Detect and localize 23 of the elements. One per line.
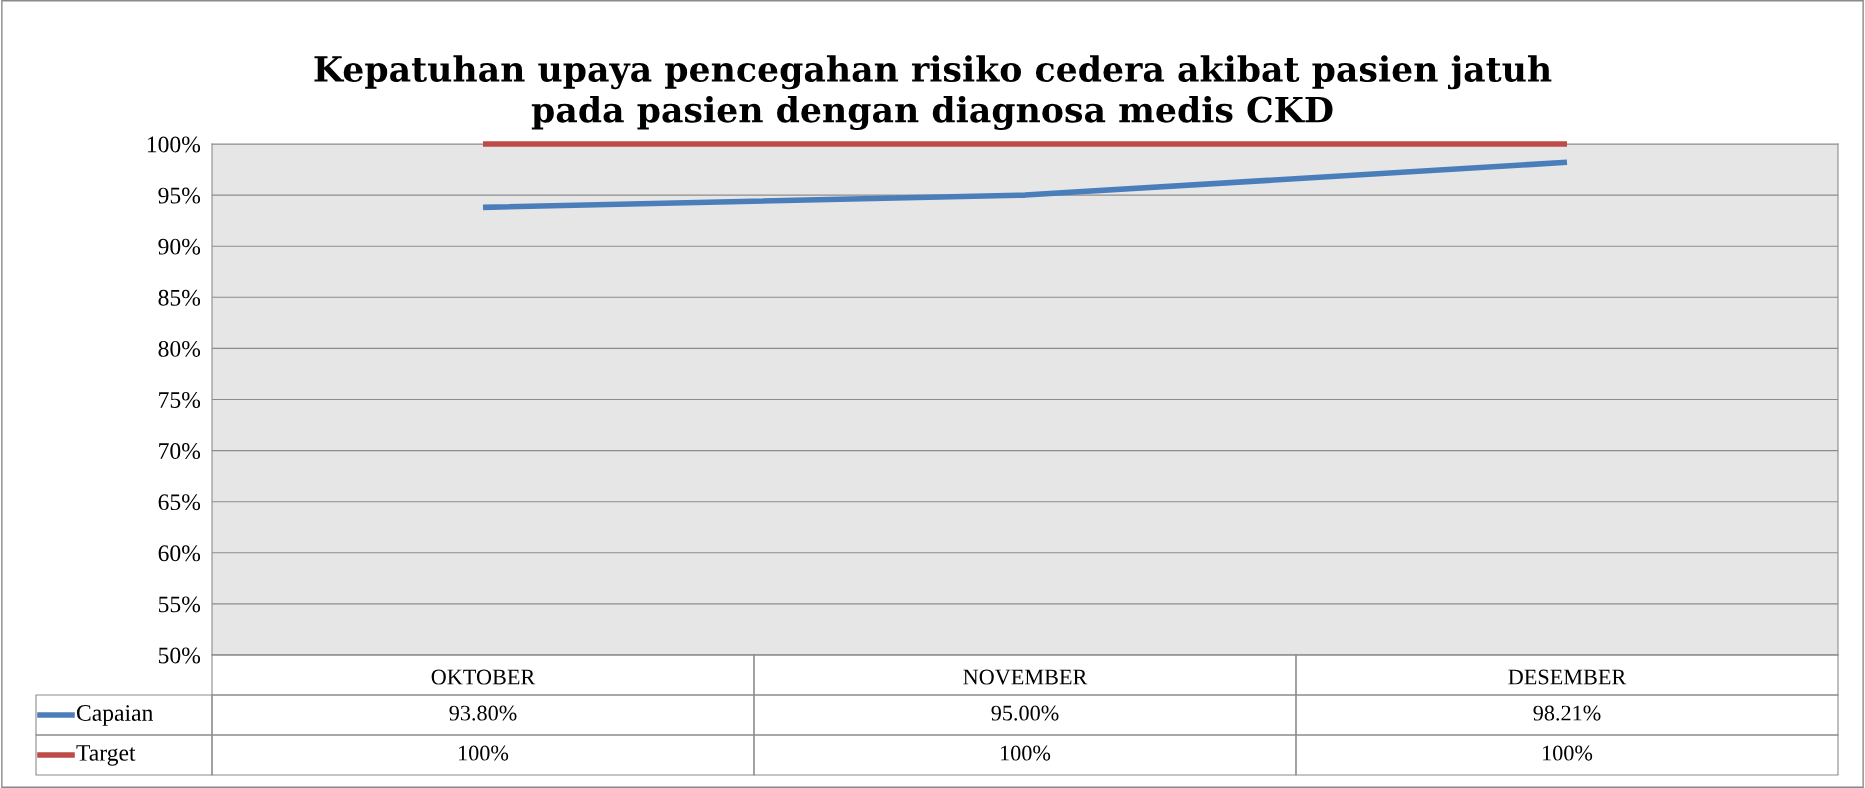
y-tick-label: 55%	[158, 596, 201, 613]
data-label: 93.80%	[449, 705, 517, 721]
x-tick-label: OKTOBER	[431, 669, 536, 685]
y-tick-label: 90%	[158, 238, 201, 255]
data-label: 98.21%	[1533, 705, 1601, 721]
data-label: 100%	[459, 745, 509, 761]
y-tick-label: 60%	[158, 545, 201, 562]
chart-title: Kepatuhan upaya pencegahan risiko cedera akibat pasien jatuh pada pasien dengan diagnosa medis CKD	[314, 55, 1552, 130]
y-tick-label: 75%	[159, 391, 201, 408]
data-label: 95.00%	[991, 705, 1059, 721]
y-tick-label: 100%	[147, 136, 201, 153]
y-tick-label: 85%	[158, 289, 201, 306]
y-tick-label: 65%	[158, 494, 201, 511]
y-tick-label: 70%	[159, 443, 201, 460]
y-tick-label: 50%	[158, 647, 201, 664]
x-tick-label: NOVEMBER	[963, 669, 1088, 685]
legend-label: Capaian	[76, 705, 153, 726]
y-tick-label: 95%	[158, 187, 201, 204]
y-tick-label: 80%	[158, 340, 201, 357]
data-label: 100%	[1543, 745, 1593, 761]
legend-label: Target	[76, 745, 136, 766]
data-label: 100%	[1001, 745, 1051, 761]
x-tick-label: DESEMBER	[1508, 669, 1627, 685]
